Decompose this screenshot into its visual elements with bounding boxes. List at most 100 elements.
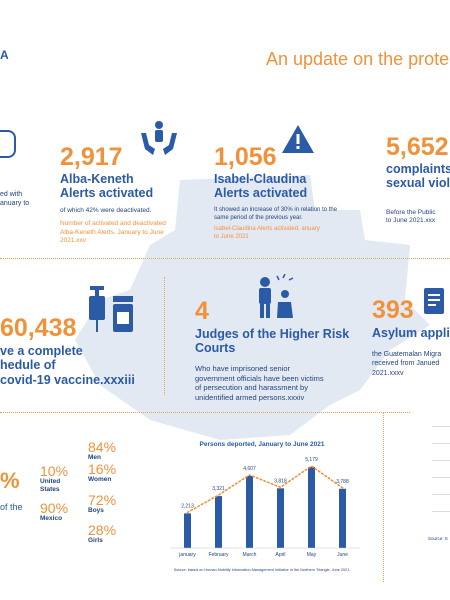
judge-persons-icon (259, 274, 294, 318)
asylum-block: 393 Asylum applic the Guatemalan Migra r… (372, 286, 450, 378)
demo-stat-girls: 28% Girls (88, 523, 138, 545)
demo-women-label: Women (88, 476, 112, 484)
country-stat-mexico: 90% Mexico (40, 501, 80, 523)
complaints-title-2: sexual viole (386, 176, 450, 191)
country-stat-mexico-pct: 90% (40, 499, 69, 516)
chart-bar-february (215, 496, 222, 548)
alba-keneth-source-3: 2021.xxv (60, 237, 87, 245)
asylum-desc-3: 2021.xxxv (372, 369, 404, 377)
vial-icon (113, 296, 133, 332)
alba-keneth-source-2: Alba-Keneth Alerts, January to June (60, 228, 164, 236)
chart-tick-label: March (243, 552, 257, 558)
chart-source: Source: based on Human Mobility Informat… (174, 568, 351, 572)
left-bottom-stat: % of the (0, 468, 30, 513)
isabel-claudina-block: 1,056 Isabel-Claudina Alerts activated I… (214, 125, 364, 242)
isabel-claudina-desc-2: same period of the previous year. (214, 214, 303, 221)
isabel-claudina-title-2: Alerts activated (214, 186, 308, 201)
demo-stat-boys: 72% Boys (88, 493, 138, 515)
demo-men-label: Men (88, 454, 101, 461)
asylum-desc-2: received from Janued (372, 360, 440, 368)
right-gridline-2 (432, 443, 450, 444)
chart-bar-may (308, 467, 315, 548)
vaccine-line-3: covid-19 vaccine.xxxiii (0, 372, 135, 387)
row-separator-2 (0, 412, 410, 413)
chart-bar-june (339, 488, 346, 548)
right-partial-gridlines (432, 420, 450, 512)
demo-girls-pct: 28% (88, 522, 117, 539)
left-partial-line2: anuary to (0, 200, 30, 208)
chart-value-label: 3,321 (212, 486, 225, 492)
chart-value-label: 4,607 (243, 466, 256, 472)
asylum-number: 393 (372, 296, 414, 324)
vaccine-line-1: ve a complete (0, 344, 83, 358)
chart-value-label: 3,818 (274, 478, 287, 484)
isabel-claudina-source-1: Isabel-Claudina Alerts activated, anuary (214, 226, 320, 233)
left-partial-stat: ed with anuary to (0, 130, 50, 208)
judges-desc-3: of persecution and harassment by (195, 383, 308, 393)
judges-desc-2: government officials have been victims (195, 373, 324, 383)
complaints-title-1: complaints (386, 162, 450, 176)
chart-title: Persons deported, January to June 2021 (200, 441, 325, 448)
complaints-block: 5,652 complaints sexual viole Before the… (386, 135, 450, 226)
chart-value-label: 3,788 (336, 479, 349, 485)
alba-keneth-source-1: Number of activated and deactivated (60, 220, 166, 228)
syringe-icon (89, 286, 105, 332)
page-title: An update on the protec (266, 49, 450, 69)
isabel-claudina-source-2: to June 2021 (214, 234, 249, 241)
chart-value-label: 2,213 (181, 503, 194, 509)
judges-title-1: Judges of the Higher Risk (195, 327, 350, 341)
chart-tick-label: April (275, 552, 285, 558)
left-partial-icon (0, 130, 16, 158)
hands-child-icon (141, 121, 177, 155)
isabel-claudina-desc-1: It showed an increase of 30% in relation… (214, 206, 338, 213)
demo-men-pct: 84% (88, 439, 117, 455)
warning-icon (282, 125, 314, 153)
right-source: Source: S (428, 536, 448, 541)
alba-keneth-block: 2,917 Alba-Keneth Alerts activated of wh… (60, 121, 200, 246)
demographic-stats: 84% Men 16% Women 72% Boys 28% Girls (88, 440, 138, 546)
demo-boys-label: Boys (88, 506, 104, 514)
vaccine-number: 60,438 (0, 314, 77, 342)
left-bottom-label: of the (0, 502, 23, 512)
country-stat-us: 10% United States (40, 464, 80, 495)
complaints-desc-1: Before the Public (386, 208, 436, 216)
document-pen-icon (424, 288, 444, 314)
chart-tick-label: February (208, 552, 229, 558)
chart-tick-label: June (337, 552, 348, 558)
alba-keneth-desc: of which 42% were deactivated. (60, 206, 152, 214)
chart-trend-line (186, 465, 344, 514)
country-stat-mexico-label: Mexico (40, 514, 63, 522)
right-gridline-4 (432, 477, 450, 478)
left-bottom-pct: % (0, 468, 20, 493)
country-stat-us-pct: 10% (40, 463, 69, 479)
chart-value-label: 5,179 (305, 457, 318, 463)
demo-girls-label: Girls (88, 537, 103, 545)
col-separator-2 (383, 412, 384, 582)
alba-keneth-title-2: Alerts activated (60, 186, 154, 201)
deportations-bar-chart: Persons deported, January to June 2021 2… (170, 441, 360, 572)
demo-stat-women: 16% Women (88, 462, 138, 484)
country-stats: 10% United States 90% Mexico (40, 464, 80, 523)
isabel-claudina-title-1: Isabel-Claudina (214, 172, 307, 186)
isabel-claudina-number: 1,056 (214, 143, 277, 171)
left-partial-line1: ed with (0, 191, 23, 198)
right-gridline-3 (432, 460, 450, 461)
demo-stat-men: 84% Men (88, 440, 138, 462)
judges-number: 4 (195, 297, 209, 325)
country-stat-us-label-1: United (40, 478, 61, 485)
alba-keneth-title-1: Alba-Keneth (60, 172, 134, 186)
vaccine-line-2: hedule of (0, 358, 56, 373)
right-gridline-1 (432, 426, 450, 427)
chart-tick-label: May (307, 552, 317, 558)
judges-desc-1: Who have imprisoned senior (195, 363, 291, 373)
chart-bar-april (277, 488, 284, 548)
complaints-desc-2: to June 2021.xxx (386, 217, 436, 225)
judges-title-2: Courts (195, 341, 236, 356)
demo-women-pct: 16% (88, 461, 117, 478)
right-gridline-5 (432, 494, 450, 495)
vaccine-block: 60,438 ve a complete hedule of covid-19 … (0, 286, 150, 387)
row-separator-1 (0, 258, 450, 259)
asylum-desc-1: the Guatemalan Migra (372, 351, 442, 359)
complaints-number: 5,652 (386, 135, 449, 161)
chart-tick-label: january (178, 552, 196, 558)
